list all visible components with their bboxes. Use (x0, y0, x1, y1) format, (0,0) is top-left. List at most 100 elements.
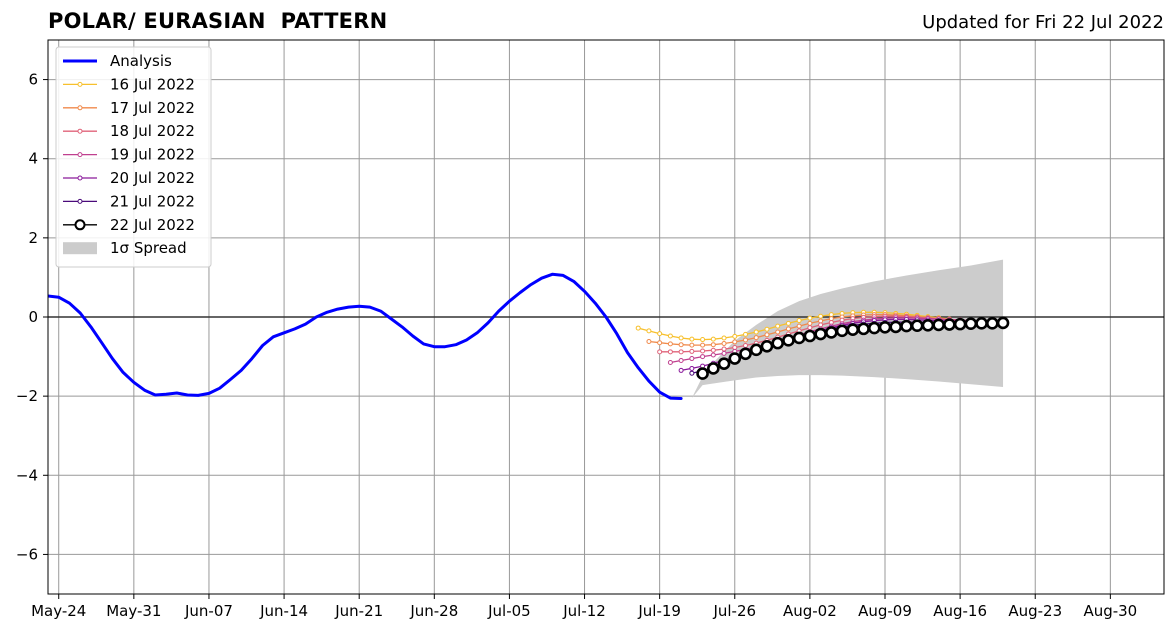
forecast-point-latest (717, 357, 731, 370)
plot-content (48, 259, 1164, 400)
chart-title: POLAR/ EURASIAN PATTERN (48, 9, 388, 33)
legend-item: 17 Jul 2022 (63, 99, 195, 117)
legend-label: 1σ Spread (110, 239, 187, 257)
forecast-point-latest (889, 320, 903, 334)
forecast-point (710, 347, 716, 353)
forecast-point (785, 320, 791, 326)
forecast-point-latest (814, 327, 827, 341)
forecast-point-latest (900, 319, 913, 333)
forecast-point (678, 367, 684, 373)
forecast-point (818, 318, 824, 324)
forecast-point (678, 358, 684, 364)
y-tick-label: 2 (28, 229, 38, 247)
forecast-point (818, 313, 824, 319)
forecast-point (689, 365, 695, 371)
forecast-point (710, 336, 716, 342)
x-tick-label: Jul-12 (562, 602, 606, 620)
forecast-point-latest (707, 362, 720, 375)
forecast-point (721, 346, 727, 352)
forecast-point (732, 333, 738, 339)
forecast-point-latest (986, 317, 999, 330)
legend-swatch-marker (77, 198, 83, 204)
forecast-point (764, 326, 770, 332)
forecast-point (700, 337, 706, 343)
y-tick-label: 4 (28, 150, 38, 168)
series-analysis (48, 272, 683, 400)
forecast-point (828, 316, 834, 322)
legend-label: 16 Jul 2022 (110, 75, 195, 93)
forecast-point (807, 315, 813, 321)
forecast-point-latest (996, 316, 1010, 330)
x-tick-label: Jul-05 (487, 602, 531, 620)
forecast-point-latest (760, 339, 774, 353)
legend: Analysis 16 Jul 2022 17 Jul 2022 18 Jul 202… (55, 46, 212, 268)
forecast-point (678, 342, 684, 348)
forecast-point (700, 348, 706, 354)
forecast-point (807, 325, 813, 331)
forecast-point (818, 322, 824, 328)
forecast-point (710, 342, 716, 348)
x-tick-label: May-31 (106, 602, 161, 620)
forecast-point (667, 349, 673, 355)
forecast-point-latest (835, 324, 849, 338)
x-tick-label: Aug-16 (933, 602, 987, 620)
forecast-point-latest (943, 318, 956, 331)
forecast-point-latest (749, 343, 763, 357)
legend-swatch-marker (77, 105, 83, 111)
x-tick-label: Jul-19 (637, 602, 681, 620)
x-tick-label: Jun-14 (259, 602, 308, 620)
forecast-point-latest (932, 318, 945, 332)
legend-label: 21 Jul 2022 (110, 192, 195, 210)
forecast-point (743, 331, 748, 337)
legend-box (55, 46, 212, 268)
forecast-point (796, 323, 802, 329)
forecast-point-latest (921, 319, 935, 332)
legend-item: 19 Jul 2022 (63, 146, 195, 164)
forecast-point (775, 323, 781, 329)
forecast-point (689, 356, 695, 362)
legend-swatch-marker (74, 219, 86, 231)
forecast-point (646, 328, 652, 334)
legend-item: 18 Jul 2022 (63, 122, 195, 140)
forecast-point (796, 318, 802, 324)
x-tick-label: Aug-02 (783, 602, 837, 620)
forecast-point (743, 337, 748, 343)
forecast-point (807, 320, 813, 326)
forecast-point (753, 329, 759, 335)
forecast-point (678, 335, 684, 341)
forecast-point (689, 348, 695, 354)
forecast-point-latest (975, 317, 988, 330)
x-tick-label: Jun-21 (334, 602, 383, 620)
forecast-point (635, 325, 641, 331)
forecast-point-latest (739, 347, 752, 361)
forecast-point-latest (964, 317, 978, 331)
forecast-point (657, 349, 663, 355)
forecast-point (667, 333, 673, 339)
forecast-point (732, 339, 738, 345)
forecast-point (721, 350, 727, 356)
legend-item: 20 Jul 2022 (63, 169, 195, 187)
legend-item: 16 Jul 2022 (63, 75, 195, 93)
series-22-jul-2022 (696, 316, 1010, 380)
legend-swatch-marker (77, 81, 83, 87)
forecast-point-latest (910, 319, 924, 333)
forecast-point-latest (792, 331, 806, 345)
forecast-point-latest (696, 367, 709, 380)
forecast-point (775, 329, 781, 335)
x-tick-label: Jun-28 (409, 602, 458, 620)
legend-label: Analysis (110, 52, 172, 70)
x-tick-label: Jun-07 (184, 602, 233, 620)
y-tick-label: 6 (28, 71, 38, 89)
legend-item: 22 Jul 2022 (63, 216, 195, 234)
forecast-point-latest (728, 352, 742, 365)
forecast-point (689, 342, 695, 348)
legend-label: 17 Jul 2022 (110, 99, 195, 117)
x-tick-label: Aug-30 (1083, 602, 1137, 620)
forecast-point-latest (782, 334, 795, 347)
legend-label: 20 Jul 2022 (110, 169, 195, 187)
updated-date: Updated for Fri 22 Jul 2022 (922, 12, 1164, 33)
legend-swatch-marker (77, 128, 83, 134)
legend-label: 18 Jul 2022 (110, 122, 195, 140)
